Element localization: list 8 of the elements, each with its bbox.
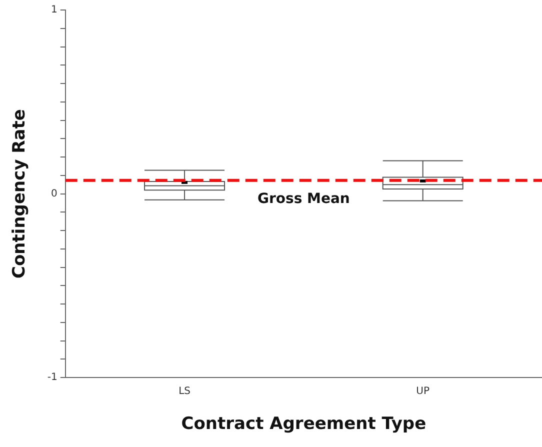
ref-line-label: Gross Mean: [257, 191, 350, 208]
x-tick-label: UP: [416, 386, 430, 398]
y-tick-label: 0: [50, 188, 58, 200]
x-axis-title: Contract Agreement Type: [181, 414, 426, 434]
y-tick-label: -1: [47, 372, 58, 384]
x-tick-label: LS: [178, 386, 190, 398]
y-axis-title: Contingency Rate: [10, 109, 30, 279]
y-tick-label: 1: [50, 4, 58, 16]
